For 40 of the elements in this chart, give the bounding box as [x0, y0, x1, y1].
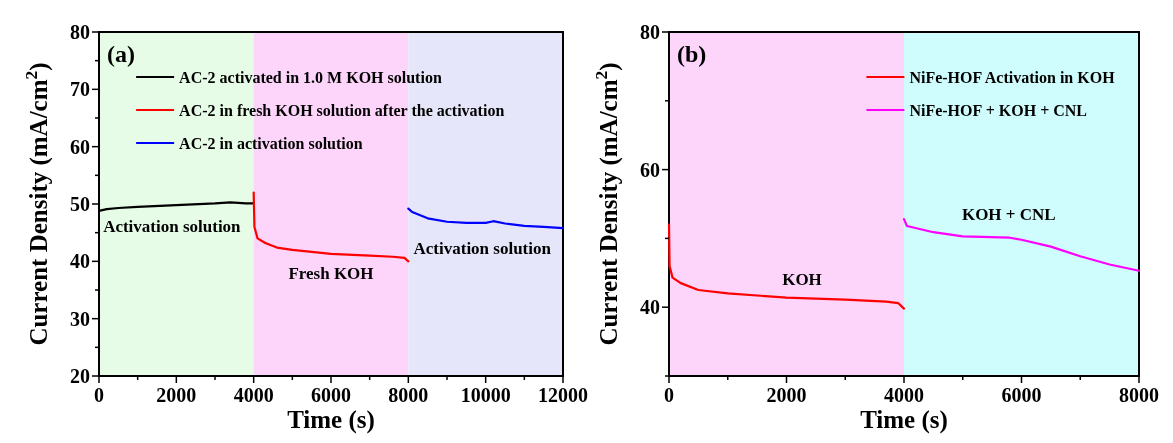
y-tick-label: 60 [70, 135, 90, 158]
y-tick-label: 60 [640, 158, 660, 181]
line-series [407, 207, 565, 230]
x-tick-label: 4000 [884, 384, 924, 406]
line-series [902, 218, 1141, 272]
legend-label: AC-2 activated in 1.0 M KOH solution [179, 68, 442, 86]
x-tick-label: 0 [94, 384, 104, 406]
y-tick-label: 50 [70, 193, 90, 215]
x-tick-label: 0 [664, 384, 674, 406]
y-tick-label: 20 [70, 365, 90, 387]
x-tick-label: 4000 [233, 384, 274, 406]
x-axis-title: Time (s) [860, 406, 948, 434]
y-tick-label: 80 [70, 21, 90, 43]
x-tick-label: 8000 [388, 384, 429, 406]
annotation: Activation solution [413, 238, 552, 258]
y-tick-label: 70 [70, 78, 90, 101]
y-tick-label: 80 [640, 21, 660, 43]
annotation: (b) [677, 41, 707, 67]
line-series [252, 191, 410, 263]
x-tick-label: 6000 [1001, 384, 1042, 406]
legend-label: AC-2 in fresh KOH solution after the activation [179, 101, 505, 119]
y-tick-label: 30 [70, 307, 90, 330]
line-series [667, 223, 906, 310]
x-tick-label: 2000 [766, 384, 807, 406]
x-tick-label: 6000 [311, 384, 351, 406]
x-tick-label: 2000 [156, 384, 197, 406]
x-tick-label: 8000 [1119, 384, 1159, 406]
annotation: Fresh KOH [288, 263, 374, 283]
x-tick-label: 12000 [538, 384, 588, 406]
y-tick-label: 40 [640, 296, 660, 319]
annotation: KOH + CNL [961, 205, 1056, 225]
legend-label: AC-2 in activation solution [179, 134, 363, 152]
annotation: KOH [782, 269, 822, 289]
y-tick-label: 40 [70, 250, 90, 273]
legend-label: NiFe-HOF + KOH + CNL [909, 101, 1088, 119]
annotation: (a) [107, 41, 135, 67]
annotation: Activation solution [103, 217, 242, 237]
x-tick-label: 10000 [460, 384, 511, 406]
legend-label: NiFe-HOF Activation in KOH [909, 68, 1116, 86]
x-axis-title: Time (s) [287, 406, 375, 434]
